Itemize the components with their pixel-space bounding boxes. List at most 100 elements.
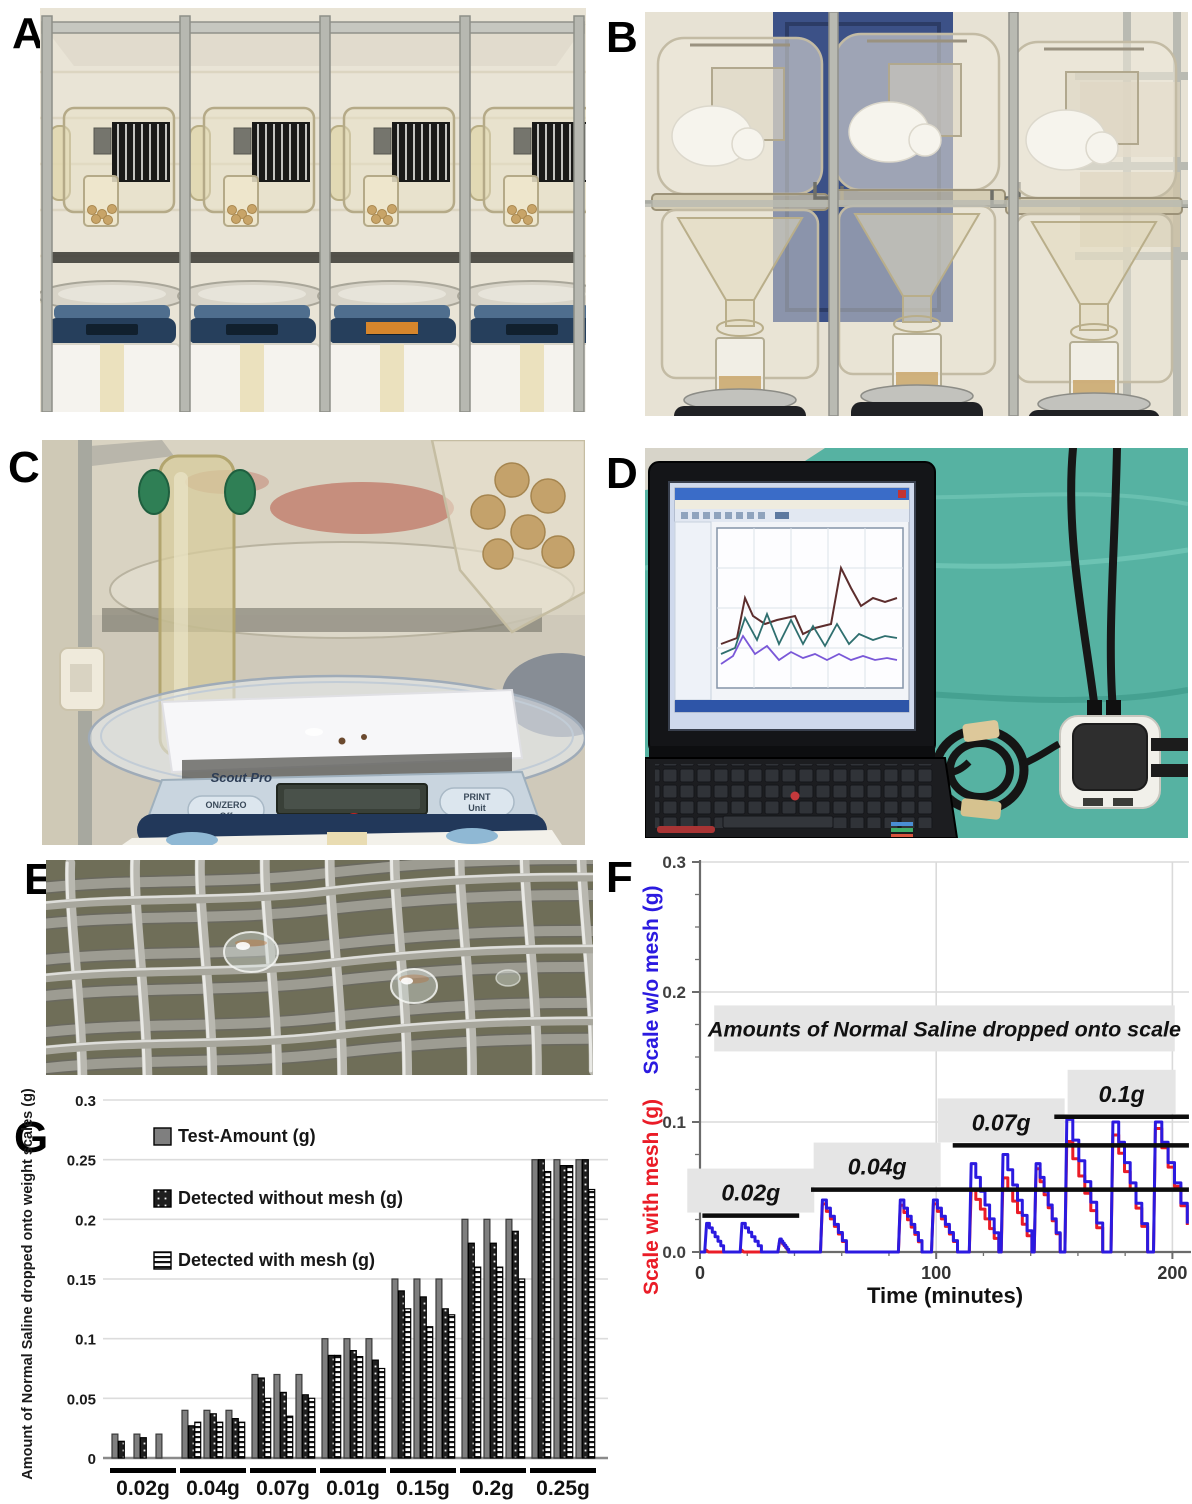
- bar-0.04g-trial1-s1: [181, 1409, 189, 1459]
- bar-0.01g-trial2-s3: [356, 1356, 364, 1459]
- legend-swatch-1: [153, 1127, 172, 1146]
- water-droplet: [390, 968, 438, 1004]
- legend-swatch-2: [153, 1189, 172, 1208]
- bar-0.04g-trial3-s3: [238, 1421, 246, 1459]
- bar-0.02g-trial3-s1: [155, 1433, 163, 1459]
- svg-text:Amount of Normal Saline droppe: Amount of Normal Saline dropped onto wei…: [20, 1088, 36, 1480]
- svg-text:0.01g: 0.01g: [326, 1477, 380, 1500]
- svg-text:0.2g: 0.2g: [472, 1477, 514, 1500]
- panel-c-label: C: [8, 443, 40, 492]
- front-rack: [828, 12, 1019, 416]
- svg-text:0.07g: 0.07g: [256, 1477, 310, 1500]
- bar-0.25g-trial2-s1: [553, 1159, 561, 1459]
- svg-text:0.3: 0.3: [75, 1093, 96, 1110]
- water-droplet: [223, 931, 279, 973]
- svg-text:100: 100: [921, 1263, 951, 1283]
- bar-0.2g-trial1-s1: [461, 1218, 469, 1459]
- bar-0.2g-trial1-s2: [467, 1242, 475, 1459]
- bar-0.07g-trial1-s2: [257, 1377, 265, 1459]
- wire-mesh: [46, 860, 593, 1075]
- svg-text:Scale with mesh (g): Scale with mesh (g): [640, 1099, 663, 1295]
- bar-0.07g-trial3-s1: [295, 1373, 303, 1459]
- green-clip: [138, 469, 170, 515]
- bar-0.04g-trial3-s1: [225, 1409, 233, 1459]
- bar-0.2g-trial3-s2: [511, 1230, 519, 1459]
- panel-a-photo-cage-rack: [40, 8, 586, 412]
- bar-0.04g-trial2-s1: [203, 1409, 211, 1459]
- bar-0.15g-trial2-s2: [419, 1296, 427, 1459]
- svg-text:0.1g: 0.1g: [1099, 1081, 1145, 1107]
- bar-0.07g-trial3-s2: [301, 1394, 309, 1459]
- svg-text:0.25g: 0.25g: [536, 1477, 590, 1500]
- bar-0.25g-trial1-s2: [537, 1159, 545, 1459]
- bar-0.07g-trial1-s1: [251, 1373, 259, 1459]
- scale-print-button: PRINT Unit: [439, 787, 515, 817]
- bar-0.2g-trial3-s3: [518, 1278, 526, 1459]
- svg-text:0.0: 0.0: [662, 1243, 686, 1262]
- bar-0.15g-trial3-s1: [435, 1278, 443, 1459]
- panel-g-label: G: [14, 1113, 49, 1162]
- bar-0.04g-trial2-s3: [216, 1421, 224, 1459]
- bar-0.07g-trial2-s3: [286, 1415, 294, 1459]
- bar-0.01g-trial3-s1: [365, 1338, 373, 1459]
- panel-d-photo-laptop-setup: [645, 448, 1188, 838]
- svg-text:Scale w/o mesh (g): Scale w/o mesh (g): [640, 885, 663, 1074]
- bar-0.01g-trial1-s3: [334, 1354, 342, 1459]
- bar-0.2g-trial2-s2: [489, 1242, 497, 1459]
- svg-text:0.25: 0.25: [67, 1153, 96, 1170]
- svg-text:0.05: 0.05: [67, 1391, 96, 1408]
- bar-0.15g-trial1-s2: [397, 1290, 405, 1459]
- bar-0.15g-trial1-s3: [404, 1308, 412, 1459]
- usb-cables: [1067, 448, 1121, 714]
- svg-text:0.07g: 0.07g: [972, 1109, 1031, 1135]
- panel-f-label: F: [606, 853, 633, 902]
- bar-0.02g-trial1-s1: [111, 1433, 119, 1459]
- bar-0.04g-trial1-s2: [187, 1425, 195, 1459]
- panel-g-bar-chart: 0 0.05 0.1 0.15 0.2 0.25 0.3 Amount of Normal S…: [20, 1088, 608, 1500]
- bar-0.15g-trial3-s3: [448, 1314, 456, 1459]
- svg-text:0.1: 0.1: [662, 1113, 686, 1132]
- bar-0.04g-trial1-s3: [194, 1421, 202, 1459]
- bar-0.25g-trial3-s2: [581, 1159, 589, 1459]
- panel-a-label: A: [12, 9, 44, 58]
- bar-0.01g-trial2-s1: [343, 1338, 351, 1459]
- svg-text:0.3: 0.3: [662, 853, 686, 872]
- svg-text:0.04g: 0.04g: [848, 1154, 907, 1180]
- scale-brand-text: Scout Pro: [211, 770, 272, 785]
- bar-0.02g-trial1-s2: [117, 1440, 125, 1459]
- svg-text:0.2: 0.2: [662, 983, 686, 1002]
- trackpoint: [790, 791, 800, 801]
- bar-0.02g-trial2-s1: [133, 1433, 141, 1459]
- bar-0.07g-trial3-s3: [308, 1397, 316, 1459]
- bar-0.2g-trial2-s3: [496, 1266, 504, 1459]
- svg-text:0.02g: 0.02g: [721, 1180, 780, 1206]
- panel-e-photo-mesh-droplets: [46, 860, 593, 1075]
- bar-0.25g-trial2-s3: [566, 1164, 574, 1459]
- usb-hub: [1059, 715, 1188, 809]
- bar-0.01g-trial2-s2: [349, 1350, 357, 1459]
- legend-label-2: Detected without mesh (g): [178, 1188, 403, 1208]
- green-clip: [224, 469, 256, 515]
- svg-text:0: 0: [88, 1451, 96, 1468]
- bar-0.07g-trial2-s2: [279, 1391, 287, 1459]
- bar-0.04g-trial2-s2: [209, 1413, 217, 1459]
- bar-0.25g-trial1-s3: [544, 1170, 552, 1459]
- svg-text:Unit: Unit: [468, 803, 486, 813]
- panel-f-line-chart: 0.0 0.1 0.2 0.3 0 100 200 Time (minutes) Scale w…: [640, 853, 1191, 1308]
- bar-0.02g-trial2-s2: [139, 1437, 147, 1459]
- svg-text:Time (minutes): Time (minutes): [867, 1283, 1023, 1308]
- bar-0.15g-trial2-s1: [413, 1278, 421, 1459]
- svg-text:0.04g: 0.04g: [186, 1477, 240, 1500]
- bar-0.2g-trial3-s1: [505, 1218, 513, 1459]
- panel-c-photo-scale-closeup: Scout Pro ON/ZERO Off PRINT Unit: [42, 440, 585, 845]
- food-pellets: [470, 462, 575, 570]
- legend-label-3: Detected with mesh (g): [178, 1250, 375, 1270]
- bar-0.15g-trial1-s1: [391, 1278, 399, 1459]
- bar-0.25g-trial3-s3: [588, 1188, 596, 1459]
- bar-0.01g-trial3-s2: [371, 1359, 379, 1459]
- legend-swatch-3: [153, 1251, 172, 1270]
- svg-text:Amounts of Normal Saline dropp: Amounts of Normal Saline dropped onto sc…: [707, 1017, 1181, 1041]
- legend-label-1: Test-Amount (g): [178, 1126, 316, 1146]
- svg-text:0.2: 0.2: [75, 1212, 96, 1229]
